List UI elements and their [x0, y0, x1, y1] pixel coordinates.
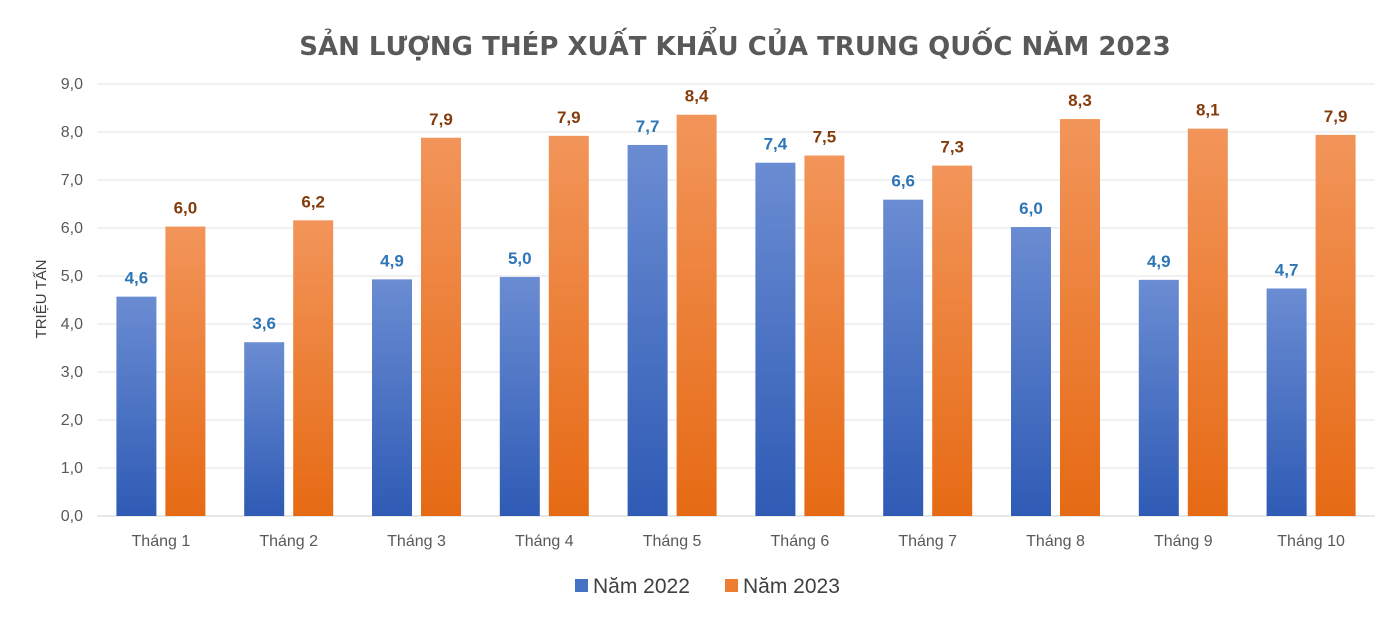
data-label: 7,7: [636, 117, 660, 136]
bar-nam-2022: [372, 279, 412, 516]
x-axis-ticks: Tháng 1 Tháng 2 Tháng 3 Tháng 4 Tháng 5 Tháng…: [132, 533, 1345, 550]
data-label: 7,9: [557, 108, 581, 127]
legend-entry: Năm 2022: [593, 575, 690, 598]
x-tick-label: Tháng 4: [515, 533, 574, 550]
data-label: 4,9: [1147, 252, 1171, 271]
x-tick-label: Tháng 8: [1026, 533, 1085, 550]
legend-swatch: [725, 579, 738, 592]
bar-nam-2022: [116, 296, 157, 516]
data-label: 4,7: [1275, 260, 1299, 279]
data-label: 6,0: [174, 199, 198, 218]
data-label: 4,6: [125, 269, 149, 288]
data-label: 6,2: [301, 192, 325, 211]
x-tick-label: Tháng 9: [1154, 533, 1213, 550]
data-label: 5,0: [508, 249, 532, 268]
data-label: 7,3: [940, 138, 964, 157]
data-label: 8,1: [1196, 101, 1220, 120]
x-tick-label: Tháng 7: [898, 533, 957, 550]
chart-title: SẢN LƯỢNG THÉP XUẤT KHẨU CỦA TRUNG QUỐC …: [299, 25, 1170, 62]
bar-nam-2023: [804, 155, 845, 516]
y-tick-label: 2,0: [61, 412, 83, 429]
y-axis-title: TRIỆU TẤN: [33, 260, 50, 339]
data-label: 8,4: [685, 87, 709, 106]
data-label: 7,4: [764, 135, 788, 154]
y-axis-ticks: 0,0 1,0 2,0 3,0 4,0 5,0 6,0 7,0 8,0 9,0: [61, 76, 83, 525]
data-label: 4,9: [380, 251, 404, 270]
data-labels: 4,6 6,0 3,6 6,2 4,9 7,9 5,0 7,9 7,7 8,4 7,4 7,5 6,6 7…: [125, 87, 1348, 334]
data-label: 7,9: [429, 110, 453, 129]
y-tick-label: 0,0: [61, 508, 83, 525]
y-tick-label: 3,0: [61, 364, 83, 381]
x-tick-label: Tháng 10: [1277, 533, 1345, 550]
bar-nam-2023: [548, 135, 589, 516]
bar-nam-2022: [1138, 279, 1179, 516]
legend-entry: Năm 2023: [743, 575, 840, 598]
y-tick-label: 4,0: [61, 316, 83, 333]
bar-nam-2023: [421, 137, 461, 516]
bar-nam-2022: [244, 342, 285, 516]
data-label: 7,9: [1324, 107, 1348, 126]
data-label: 6,0: [1019, 199, 1043, 218]
bar-nam-2023: [1187, 128, 1228, 516]
y-tick-label: 9,0: [61, 76, 83, 93]
bar-nam-2022: [883, 199, 924, 516]
data-label: 6,6: [891, 172, 915, 191]
x-tick-label: Tháng 5: [643, 533, 702, 550]
legend: Năm 2022 Năm 2023: [575, 575, 840, 598]
y-tick-label: 8,0: [61, 124, 83, 141]
y-tick-label: 5,0: [61, 268, 83, 285]
bar-nam-2023: [932, 165, 973, 516]
legend-swatch: [575, 579, 588, 592]
x-tick-label: Tháng 1: [132, 533, 191, 550]
bar-nam-2023: [1315, 134, 1356, 516]
bar-nam-2022: [1266, 288, 1307, 516]
bars: [116, 114, 1356, 517]
bar-nam-2023: [165, 226, 206, 516]
x-tick-label: Tháng 2: [259, 533, 318, 550]
y-tick-label: 7,0: [61, 172, 83, 189]
gridlines: [97, 83, 1375, 517]
x-tick-label: Tháng 3: [387, 533, 446, 550]
bar-nam-2023: [293, 220, 334, 516]
y-tick-label: 6,0: [61, 220, 83, 237]
bar-nam-2022: [627, 144, 668, 516]
bar-nam-2022: [1011, 227, 1051, 517]
data-label: 8,3: [1068, 91, 1092, 110]
x-tick-label: Tháng 6: [771, 533, 830, 550]
data-label: 3,6: [252, 314, 276, 333]
y-tick-label: 1,0: [61, 460, 83, 477]
data-label: 7,5: [813, 128, 837, 147]
bar-nam-2023: [676, 114, 717, 516]
bar-nam-2022: [755, 162, 796, 516]
bar-nam-2023: [1060, 119, 1100, 516]
bar-nam-2022: [499, 276, 540, 516]
